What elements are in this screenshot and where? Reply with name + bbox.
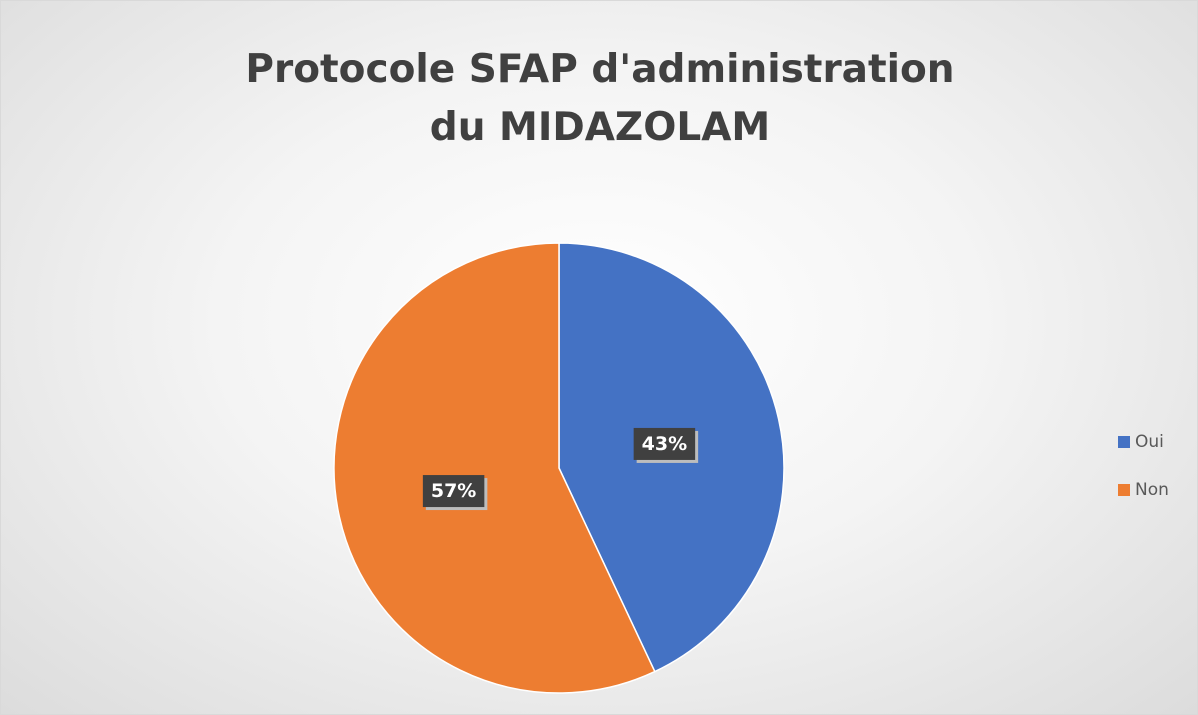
legend-label: Oui xyxy=(1135,432,1164,452)
data-label: 43% xyxy=(633,427,699,463)
legend-label: Non xyxy=(1135,480,1169,500)
legend-swatch xyxy=(1118,436,1130,448)
data-label-box xyxy=(633,427,696,460)
data-label-text: 57% xyxy=(431,480,476,502)
data-label-text: 43% xyxy=(642,433,687,455)
data-label-box xyxy=(422,475,485,508)
legend-swatch xyxy=(1118,484,1130,496)
pie-slice xyxy=(333,242,656,694)
chart-title: Protocole SFAP d'administration du MIDAZ… xyxy=(245,47,955,150)
data-label: 57% xyxy=(422,475,488,511)
